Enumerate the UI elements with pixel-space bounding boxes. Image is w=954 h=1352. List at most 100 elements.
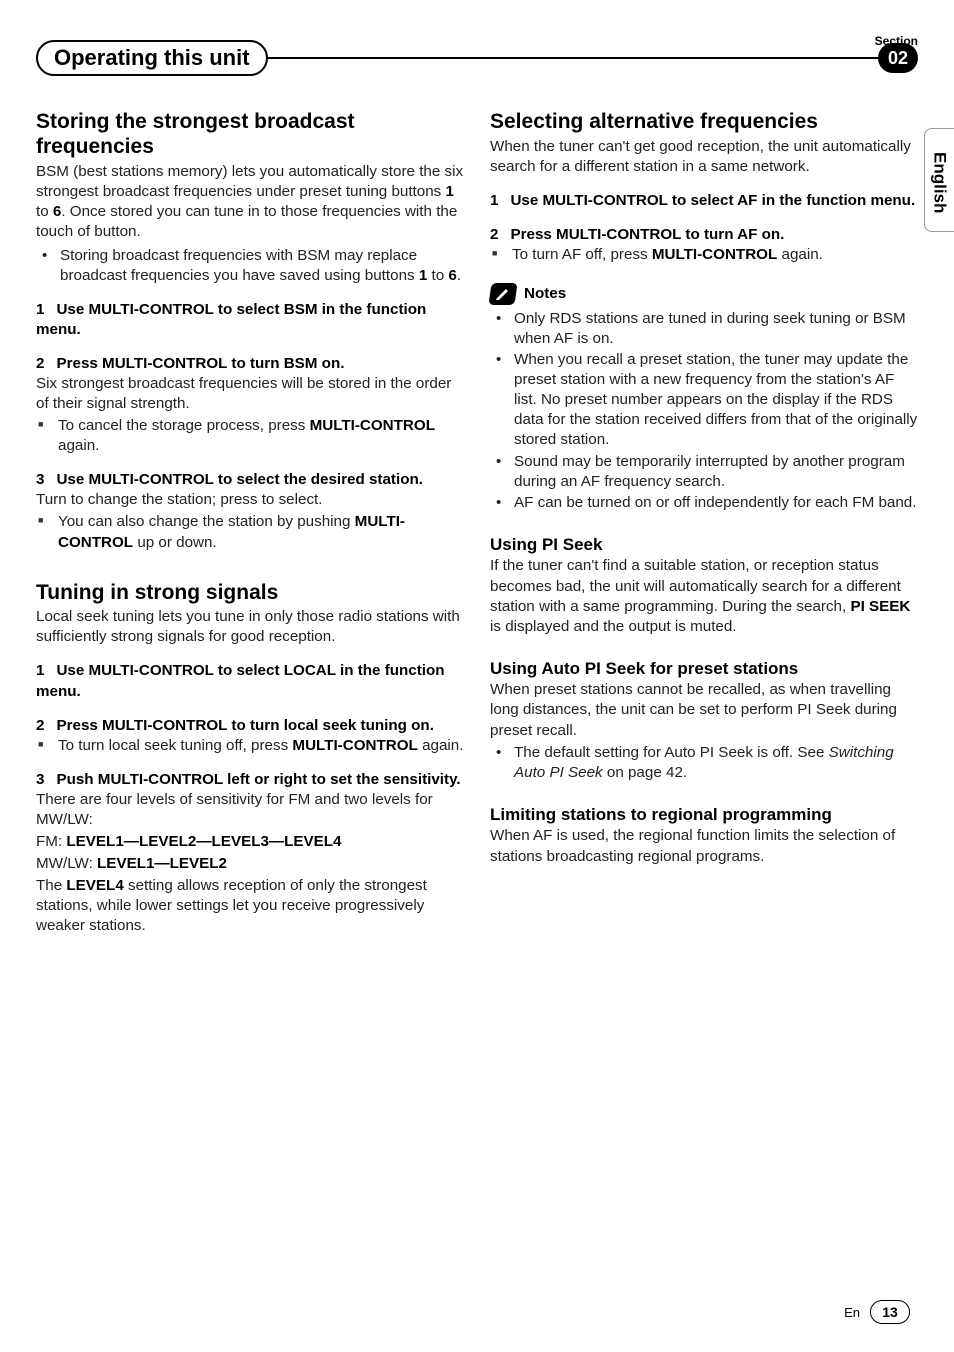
- list-item: To turn AF off, press MULTI-CONTROL agai…: [490, 245, 918, 265]
- text: To turn AF off, press: [512, 246, 652, 263]
- text: The: [36, 877, 66, 894]
- page-footer: En 13: [844, 1300, 910, 1324]
- list-item: When you recall a preset station, the tu…: [490, 350, 918, 450]
- step-3-local: 3Push MULTI-CONTROL left or right to set…: [36, 770, 464, 790]
- step-text: Use MULTI-CONTROL to select AF in the fu…: [510, 192, 915, 209]
- notes-list: Only RDS stations are tuned in during se…: [490, 309, 918, 513]
- list-item: You can also change the station by pushi…: [36, 512, 464, 552]
- text: . Once stored you can tune in to those f…: [36, 203, 457, 240]
- step-2-desc: Six strongest broadcast frequencies will…: [36, 374, 464, 414]
- step-3-desc: Turn to change the station; press to sel…: [36, 490, 464, 510]
- title-divider: [262, 57, 880, 59]
- step-3-bsm: 3 Use MULTI-CONTROL to select the desired…: [36, 470, 464, 490]
- text: PI SEEK: [850, 598, 910, 615]
- right-column: Selecting alternative frequencies When t…: [490, 110, 918, 938]
- heading-storing: Storing the strongest broadcast frequenc…: [36, 110, 464, 160]
- heading-af: Selecting alternative frequencies: [490, 110, 918, 135]
- heading-tuning: Tuning in strong signals: [36, 581, 464, 606]
- list-item: Sound may be temporarily interrupted by …: [490, 452, 918, 492]
- heading-pi-seek: Using PI Seek: [490, 535, 918, 556]
- text: LEVEL4: [66, 877, 123, 894]
- footer-lang: En: [844, 1305, 860, 1320]
- fm-levels: FM: LEVEL1—LEVEL2—LEVEL3—LEVEL4: [36, 832, 464, 852]
- mw-levels: MW/LW: LEVEL1—LEVEL2: [36, 854, 464, 874]
- chapter-title-row: Operating this unit 02: [36, 40, 918, 76]
- notes-heading: Notes: [490, 283, 918, 305]
- language-tab: English: [924, 128, 954, 232]
- text: To turn local seek tuning off, press: [58, 737, 292, 754]
- step-2-af: 2 Press MULTI-CONTROL to turn AF on.: [490, 225, 918, 245]
- step-text: Push MULTI-CONTROL left or right to set …: [56, 771, 460, 788]
- text: .: [457, 267, 461, 284]
- text: LEVEL1—LEVEL2—LEVEL3—LEVEL4: [66, 833, 341, 850]
- step-text: Use MULTI-CONTROL to select the desired …: [56, 471, 423, 488]
- text: Storing broadcast frequencies with BSM m…: [60, 247, 419, 284]
- step-2-af-notes: To turn AF off, press MULTI-CONTROL agai…: [490, 245, 918, 265]
- text: 6: [448, 267, 456, 284]
- step-number: 1: [36, 301, 44, 318]
- step-number: 2: [36, 717, 44, 734]
- text: You can also change the station by pushi…: [58, 513, 355, 530]
- text: MULTI-CONTROL: [292, 737, 417, 754]
- step-number: 2: [36, 355, 44, 372]
- tuning-intro: Local seek tuning lets you tune in only …: [36, 607, 464, 647]
- text: MW/LW:: [36, 855, 97, 872]
- text: The default setting for Auto PI Seek is …: [514, 744, 829, 761]
- text: BSM (best stations memory) lets you auto…: [36, 163, 463, 200]
- text: To cancel the storage process, press: [58, 417, 310, 434]
- step-1-bsm: 1Use MULTI-CONTROL to select BSM in the …: [36, 300, 464, 340]
- storing-bullets: Storing broadcast frequencies with BSM m…: [36, 246, 464, 286]
- list-item: To cancel the storage process, press MUL…: [36, 416, 464, 456]
- pencil-icon: [488, 283, 517, 305]
- list-item: The default setting for Auto PI Seek is …: [490, 743, 918, 783]
- step-text: Press MULTI-CONTROL to turn local seek t…: [56, 717, 433, 734]
- step-number: 3: [36, 471, 44, 488]
- left-column: Storing the strongest broadcast frequenc…: [36, 110, 464, 938]
- page-number: 13: [870, 1300, 910, 1324]
- step-text: Use MULTI-CONTROL to select BSM in the f…: [36, 301, 426, 338]
- notes-label: Notes: [524, 284, 566, 304]
- level4-desc: The LEVEL4 setting allows reception of o…: [36, 876, 464, 936]
- step-text: Press MULTI-CONTROL to turn BSM on.: [56, 355, 344, 372]
- storing-intro: BSM (best stations memory) lets you auto…: [36, 162, 464, 242]
- pi-seek-desc: If the tuner can't find a suitable stati…: [490, 556, 918, 636]
- step-1-af: 1 Use MULTI-CONTROL to select AF in the f…: [490, 191, 918, 211]
- step-text: Press MULTI-CONTROL to turn AF on.: [510, 226, 784, 243]
- step-2-local-notes: To turn local seek tuning off, press MUL…: [36, 736, 464, 756]
- text: 1: [445, 183, 453, 200]
- step-number: 1: [490, 192, 498, 209]
- text: up or down.: [133, 534, 217, 551]
- step-number: 2: [490, 226, 498, 243]
- list-item: Storing broadcast frequencies with BSM m…: [36, 246, 464, 286]
- list-item: To turn local seek tuning off, press MUL…: [36, 736, 464, 756]
- step-text: Use MULTI-CONTROL to select LOCAL in the…: [36, 662, 445, 699]
- text: again.: [58, 437, 99, 454]
- chapter-title: Operating this unit: [36, 40, 268, 76]
- text: to: [427, 267, 448, 284]
- step-2-local: 2 Press MULTI-CONTROL to turn local seek …: [36, 716, 464, 736]
- list-item: Only RDS stations are tuned in during se…: [490, 309, 918, 349]
- text: 1: [419, 267, 427, 284]
- text: is displayed and the output is muted.: [490, 618, 737, 635]
- text: again.: [418, 737, 464, 754]
- text: on page 42.: [603, 764, 687, 781]
- limiting-desc: When AF is used, the regional function l…: [490, 826, 918, 866]
- text: FM:: [36, 833, 66, 850]
- step-3-local-desc: There are four levels of sensitivity for…: [36, 790, 464, 830]
- text: LEVEL1—LEVEL2: [97, 855, 227, 872]
- text: again.: [777, 246, 823, 263]
- step-3-notes: You can also change the station by pushi…: [36, 512, 464, 552]
- step-number: 1: [36, 662, 44, 679]
- text: If the tuner can't find a suitable stati…: [490, 557, 901, 614]
- text: to: [36, 203, 53, 220]
- af-intro: When the tuner can't get good reception,…: [490, 137, 918, 177]
- step-1-local: 1Use MULTI-CONTROL to select LOCAL in th…: [36, 661, 464, 701]
- heading-auto-pi: Using Auto PI Seek for preset stations: [490, 659, 918, 680]
- heading-limiting: Limiting stations to regional programmin…: [490, 805, 918, 826]
- list-item: AF can be turned on or off independently…: [490, 493, 918, 513]
- auto-pi-bullets: The default setting for Auto PI Seek is …: [490, 743, 918, 783]
- text: MULTI-CONTROL: [652, 246, 777, 263]
- step-2-bsm: 2 Press MULTI-CONTROL to turn BSM on.: [36, 354, 464, 374]
- section-label: Section: [875, 34, 918, 48]
- auto-pi-desc: When preset stations cannot be recalled,…: [490, 680, 918, 740]
